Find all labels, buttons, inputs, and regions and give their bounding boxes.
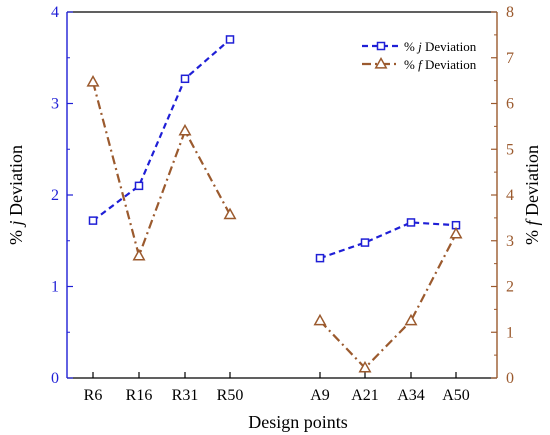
x-tick-label: R50 [217, 387, 244, 404]
series-layer [86, 35, 463, 373]
series-line [319, 233, 457, 370]
left-tick-label: 2 [51, 187, 59, 204]
data-point [178, 123, 192, 136]
data-point [315, 253, 325, 263]
data-point [406, 218, 416, 227]
x-tick-label: R16 [126, 387, 153, 404]
x-axis-title: Design points [248, 412, 348, 432]
data-point [360, 238, 370, 247]
series-f-deviation [86, 74, 463, 373]
right-tick-label: 5 [506, 141, 514, 158]
left-tick-label: 3 [51, 96, 59, 113]
right-tick-label: 8 [506, 4, 514, 21]
x-tick-label: A34 [397, 387, 425, 404]
x-tick-label: R6 [84, 387, 103, 404]
legend-marker [376, 41, 386, 51]
left-tick-label: 4 [51, 4, 59, 21]
legend-marker [374, 56, 388, 69]
data-point [449, 226, 463, 239]
data-point [86, 74, 100, 87]
right-tick-label: 3 [506, 233, 514, 250]
left-axis-title: % j Deviation [6, 145, 26, 245]
left-tick-label: 0 [51, 370, 59, 387]
data-point [313, 313, 327, 326]
legend-item: % f Deviation [362, 56, 477, 72]
legend-label: % j Deviation [404, 39, 477, 54]
legend-item: % j Deviation [362, 39, 477, 54]
right-tick-label: 0 [506, 370, 514, 387]
legend-label: % f Deviation [404, 57, 477, 72]
series-line [92, 38, 231, 222]
right-tick-label: 4 [506, 187, 514, 204]
x-axis: R6 R16 R31 R50 A9 A21 A34 A50 [84, 372, 470, 404]
legend: % j Deviation % f Deviation [362, 39, 477, 72]
data-point [134, 181, 144, 191]
x-tick-label: A9 [310, 387, 330, 404]
right-tick-label: 6 [506, 96, 514, 113]
data-point [358, 360, 372, 373]
data-point [404, 313, 418, 326]
data-point [225, 35, 235, 44]
x-tick-label: A50 [442, 387, 470, 404]
x-tick-label: A21 [351, 387, 379, 404]
data-point [223, 207, 237, 220]
right-tick-label: 7 [506, 50, 514, 67]
right-tick-label: 2 [506, 279, 514, 296]
right-axis-title: % f Deviation [522, 145, 542, 245]
data-point [132, 248, 146, 261]
series-j-deviation [88, 35, 461, 263]
x-tick-label: R31 [172, 387, 199, 404]
data-point [88, 216, 98, 225]
left-axis: 0 1 2 3 4 [51, 4, 73, 387]
data-point [180, 74, 190, 84]
series-line [319, 221, 457, 260]
left-tick-label: 1 [51, 279, 59, 296]
right-tick-label: 1 [506, 324, 514, 341]
right-axis: 0 1 2 3 4 5 6 7 8 [491, 4, 514, 387]
series-line [91, 81, 231, 260]
